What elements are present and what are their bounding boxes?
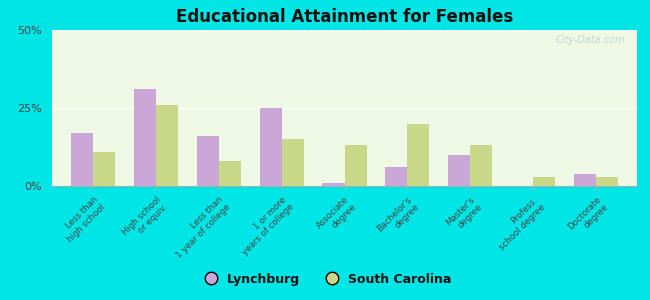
Title: Educational Attainment for Females: Educational Attainment for Females [176,8,513,26]
Bar [385,167,408,186]
Bar [71,133,93,186]
Bar [574,173,596,186]
Bar [156,105,178,186]
Bar [344,146,367,186]
Bar [197,136,218,186]
Bar [596,177,618,186]
Bar [259,108,281,186]
Bar [322,183,344,186]
Bar [218,161,240,186]
Bar [281,139,304,186]
Text: City-Data.com: City-Data.com [556,35,625,45]
Bar [408,124,430,186]
Bar [448,155,471,186]
Bar [93,152,115,186]
Bar [533,177,555,186]
Bar [134,89,156,186]
Bar [471,146,492,186]
Legend: Lynchburg, South Carolina: Lynchburg, South Carolina [194,268,456,291]
